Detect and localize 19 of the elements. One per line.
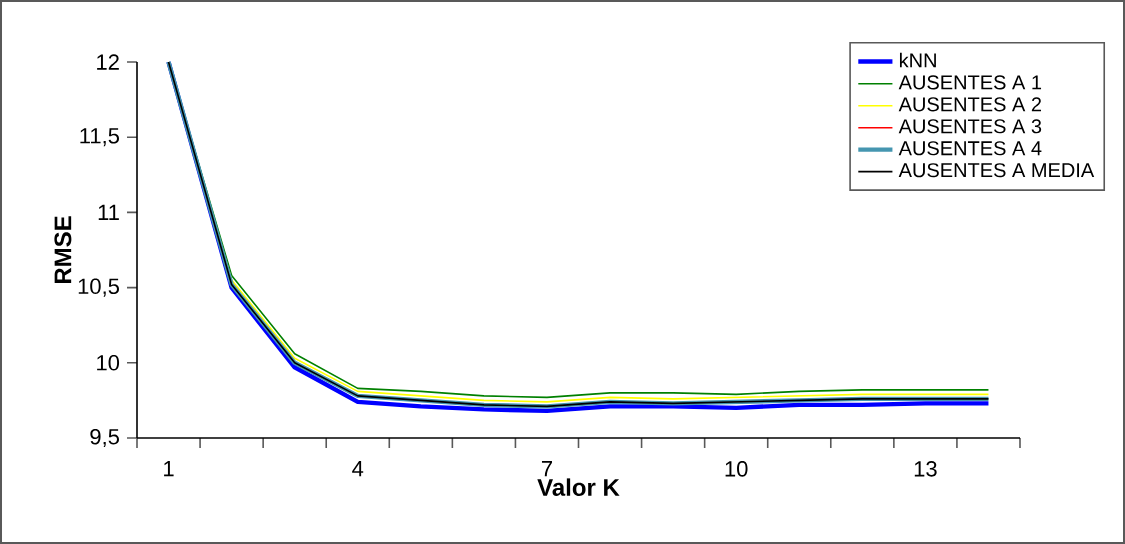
x-tick-label: 13 (914, 461, 937, 477)
legend-label: AUSENTES A 2 (898, 97, 1042, 112)
y-tick-label: 10,5 (78, 278, 119, 297)
y-tick-label: 12 (97, 54, 119, 70)
legend-label: AUSENTES A 4 (898, 141, 1042, 156)
y-tick-label: 11,5 (80, 128, 119, 147)
legend-label: AUSENTES A 1 (898, 75, 1042, 90)
y-tick-label: 9,5 (90, 428, 119, 448)
x-tick-label: 4 (352, 461, 364, 477)
x-tick-label: 1 (164, 461, 174, 477)
legend-label: AUSENTES A MEDIA (898, 163, 1095, 178)
y-tick-label: 10 (97, 355, 120, 371)
y-axis-title: RMSE (54, 216, 72, 284)
x-tick-label: 10 (725, 461, 748, 477)
legend-label: kNN (899, 52, 936, 68)
legend-label: AUSENTES A 3 (898, 119, 1042, 134)
x-tick-label: 7 (541, 461, 552, 477)
x-axis-title: Valor K (537, 478, 620, 496)
y-tick-label: 11 (98, 204, 119, 220)
